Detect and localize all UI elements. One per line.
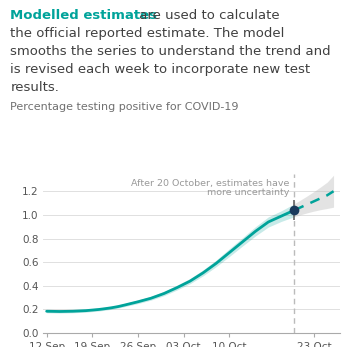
Text: is revised each week to incorporate new test: is revised each week to incorporate new … [10,63,311,76]
Text: results.: results. [10,81,59,94]
Text: smooths the series to understand the trend and: smooths the series to understand the tre… [10,45,331,58]
Text: more uncertainty: more uncertainty [207,188,289,197]
Text: Modelled estimates: Modelled estimates [10,9,158,22]
Text: After 20 October, estimates have: After 20 October, estimates have [131,179,289,188]
Text: Percentage testing positive for COVID-19: Percentage testing positive for COVID-19 [10,102,239,112]
Text: are used to calculate: are used to calculate [135,9,279,22]
Text: the official reported estimate. The model: the official reported estimate. The mode… [10,27,285,40]
